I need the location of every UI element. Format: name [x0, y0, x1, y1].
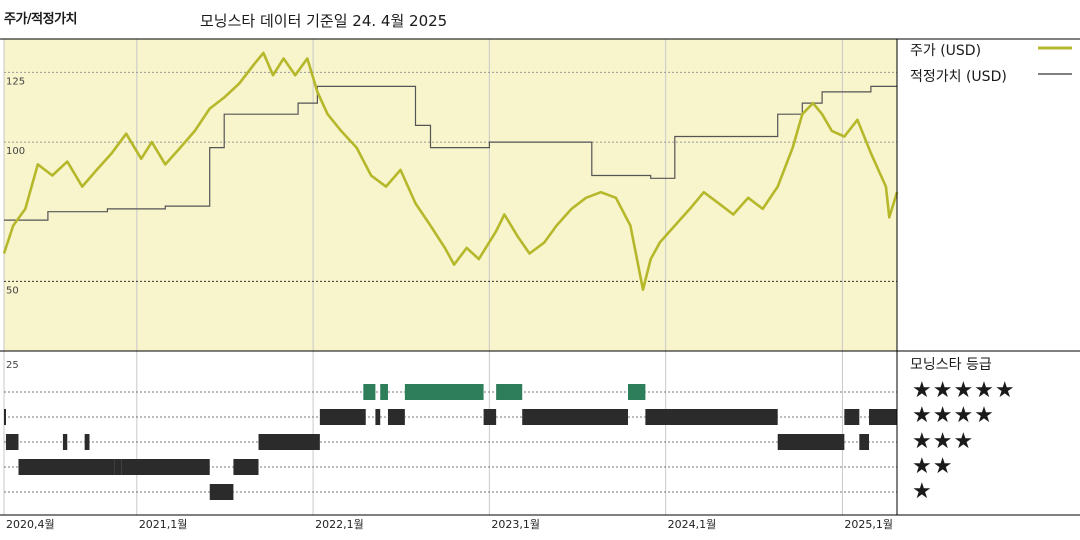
rating-segment — [645, 409, 778, 425]
legend-fair-label: 적정가치 (USD) — [910, 69, 1007, 85]
price-panel-background — [4, 39, 897, 351]
rating-segment — [114, 459, 122, 475]
rating-segment — [387, 409, 405, 425]
x-tick-label: 2024,1월 — [668, 518, 717, 531]
series-layer — [2, 51, 899, 292]
rating-segment — [483, 409, 497, 425]
rating-segment — [380, 384, 388, 400]
x-tick-label: 2022,1월 — [315, 518, 364, 531]
rating-axis-label: 25 — [6, 360, 19, 371]
x-tick-label: 2025,1월 — [844, 518, 893, 531]
star-row-2: ★★ — [912, 454, 954, 479]
chart-title: 주가/적정가치 — [4, 12, 78, 27]
star-row-4: ★★★★ — [912, 403, 995, 428]
rating-segment — [868, 409, 897, 425]
rating-segment — [363, 384, 376, 400]
rating-segment — [319, 409, 366, 425]
rating-segment — [522, 409, 628, 425]
rating-segment — [209, 484, 234, 500]
rating-segment — [844, 409, 860, 425]
rating-segment — [18, 459, 115, 475]
rating-segment — [62, 434, 68, 450]
star-row-3: ★★★ — [912, 429, 975, 454]
tick-label-layer: 2020,4월 2021,1월 2022,1월 2023,1월 2024,1월 2025,… — [6, 76, 893, 531]
rating-segment — [627, 384, 646, 400]
rating-layer — [4, 384, 897, 500]
x-tick-label: 2023,1월 — [491, 518, 540, 531]
x-tick-label: 2020,4월 — [6, 518, 55, 531]
rating-segment — [404, 384, 484, 400]
data-date-subtitle: 모닝스타 데이터 기준일 24. 4월 2025 — [200, 12, 448, 30]
rating-segment — [121, 459, 210, 475]
rating-segment — [233, 459, 259, 475]
star-row-5: ★★★★★ — [912, 378, 1016, 403]
star-row-1: ★ — [912, 479, 933, 504]
rating-segment — [859, 434, 869, 450]
rating-segment — [84, 434, 90, 450]
rating-segment — [777, 434, 845, 450]
rating-segment — [258, 434, 320, 450]
ratings-title: 모닝스타 등급 — [910, 357, 992, 373]
legend-price-label: 주가 (USD) — [910, 43, 982, 59]
x-tick-label: 2021,1월 — [139, 518, 188, 531]
rating-segment — [496, 384, 523, 400]
rating-segment — [4, 409, 6, 425]
y-tick-label: 50 — [6, 285, 19, 296]
rating-segment — [375, 409, 381, 425]
y-tick-label: 125 — [6, 76, 25, 87]
y-tick-label: 100 — [6, 146, 25, 157]
rating-segment — [5, 434, 19, 450]
price-line — [2, 51, 899, 292]
